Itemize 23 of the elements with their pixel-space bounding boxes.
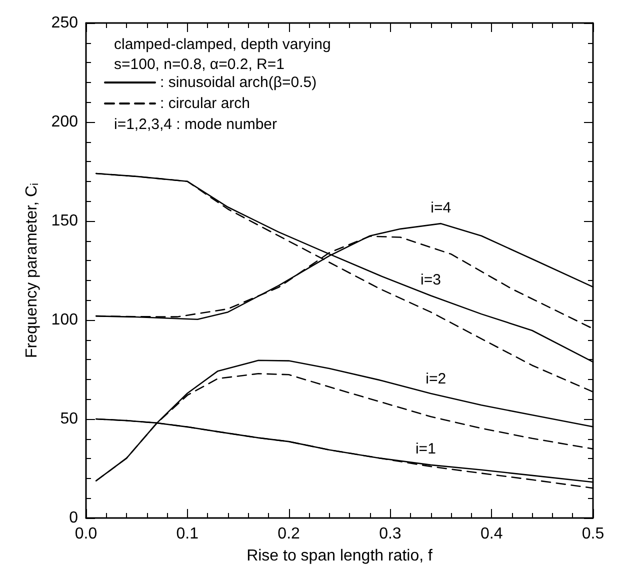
annotation: clamped-clamped, depth varying [114,36,331,53]
x-tick-label: 0.0 [74,526,98,542]
y-tick-label: 200 [51,114,78,130]
annotation: i=1 [415,440,436,458]
x-tick-label: 0.4 [480,526,503,542]
annotation: i=1,2,3,4 : mode number [114,116,278,133]
y-tick-label: 150 [51,212,78,230]
legend-label: : sinusoidal arch(β=0.5) [160,74,317,91]
x-axis-title: Rise to span length ratio, f [246,548,433,564]
annotation: i=3 [420,272,441,289]
legend-label: : circular arch [160,95,250,112]
y-tick-label: 250 [51,14,78,32]
x-tick-label: 0.1 [176,526,199,542]
y-axis-title: Frequency parameter, Ci [23,183,41,358]
annotation: s=100, n=0.8, α=0.2, R=1 [114,56,284,73]
x-tick-label: 0.5 [582,526,604,542]
annotation: i=4 [430,200,452,217]
x-tick-label: 0.3 [379,526,402,542]
y-tick-label: 100 [51,312,78,328]
x-tick-label: 0.2 [278,526,300,542]
annotation: i=2 [426,370,446,388]
y-tick-label: 50 [60,410,78,428]
y-tick-label: 0 [69,510,78,526]
